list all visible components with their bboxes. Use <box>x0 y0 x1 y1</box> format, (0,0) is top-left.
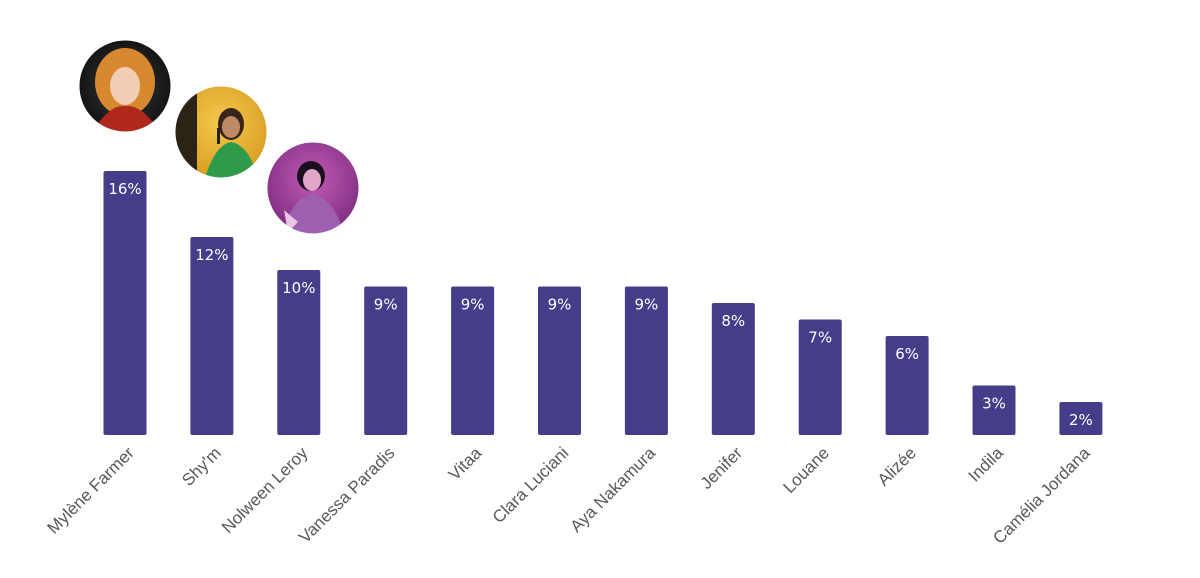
bar-louane <box>798 319 842 435</box>
data-labels-layer: 16% 12% 10% 9% 9% 9% 9% 8% 7% 6% 3% 2% <box>108 180 1092 429</box>
category-label-mylene-farmer: Mylène Farmer <box>44 443 138 537</box>
category-label-shy-m: Shy'm <box>178 443 224 489</box>
portrait-photo-mylene-farmer <box>78 39 172 133</box>
bar-vitaa <box>451 286 495 435</box>
data-label-louane: 7% <box>808 329 832 347</box>
category-label-aya-nakamura: Aya Nakamura <box>566 443 659 536</box>
bars-layer <box>103 171 1103 435</box>
category-label-clara-luciani: Clara Luciani <box>489 443 573 527</box>
category-label-vanessa-paradis: Vanessa Paradis <box>295 443 398 546</box>
category-label-jenifer: Jenifer <box>697 443 747 493</box>
bar-alizee <box>885 336 929 435</box>
category-label-nolween-leroy: Nolween Leroy <box>218 443 312 537</box>
data-label-alizee: 6% <box>895 345 919 363</box>
portrait-photo-shym <box>174 85 268 179</box>
bar-indila <box>972 385 1016 435</box>
data-label-vitaa: 9% <box>461 296 485 314</box>
bar-clara-luciani <box>538 286 581 435</box>
bar-jenifer <box>711 303 755 435</box>
category-label-camelia-jordana: Camélia Jordana <box>989 443 1094 548</box>
data-label-mylene-farmer: 16% <box>108 180 141 198</box>
bar-aya-nakamura <box>624 286 668 435</box>
category-label-alizee: Alizée <box>874 443 920 489</box>
data-label-vanessa-paradis: 9% <box>374 296 398 314</box>
data-label-indila: 3% <box>982 395 1006 413</box>
bar-nolween-leroy <box>277 270 321 435</box>
category-label-louane: Louane <box>779 443 833 497</box>
portrait-photo-nolween-leroy <box>266 141 360 235</box>
bar-mylene-farmer <box>103 171 147 435</box>
category-label-vitaa: Vitaa <box>445 443 486 484</box>
category-label-indila: Indila <box>965 443 1008 486</box>
data-label-camelia-jordana: 2% <box>1069 411 1093 429</box>
data-label-nolween-leroy: 10% <box>282 279 315 297</box>
bar-camelia-jordana <box>1059 402 1103 435</box>
data-label-jenifer: 8% <box>721 312 745 330</box>
bar-vanessa-paradis <box>364 286 408 435</box>
data-label-clara-luciani: 9% <box>548 296 572 314</box>
data-label-shy-m: 12% <box>195 246 228 264</box>
data-label-aya-nakamura: 9% <box>635 296 659 314</box>
bar-shy-m <box>190 237 234 435</box>
